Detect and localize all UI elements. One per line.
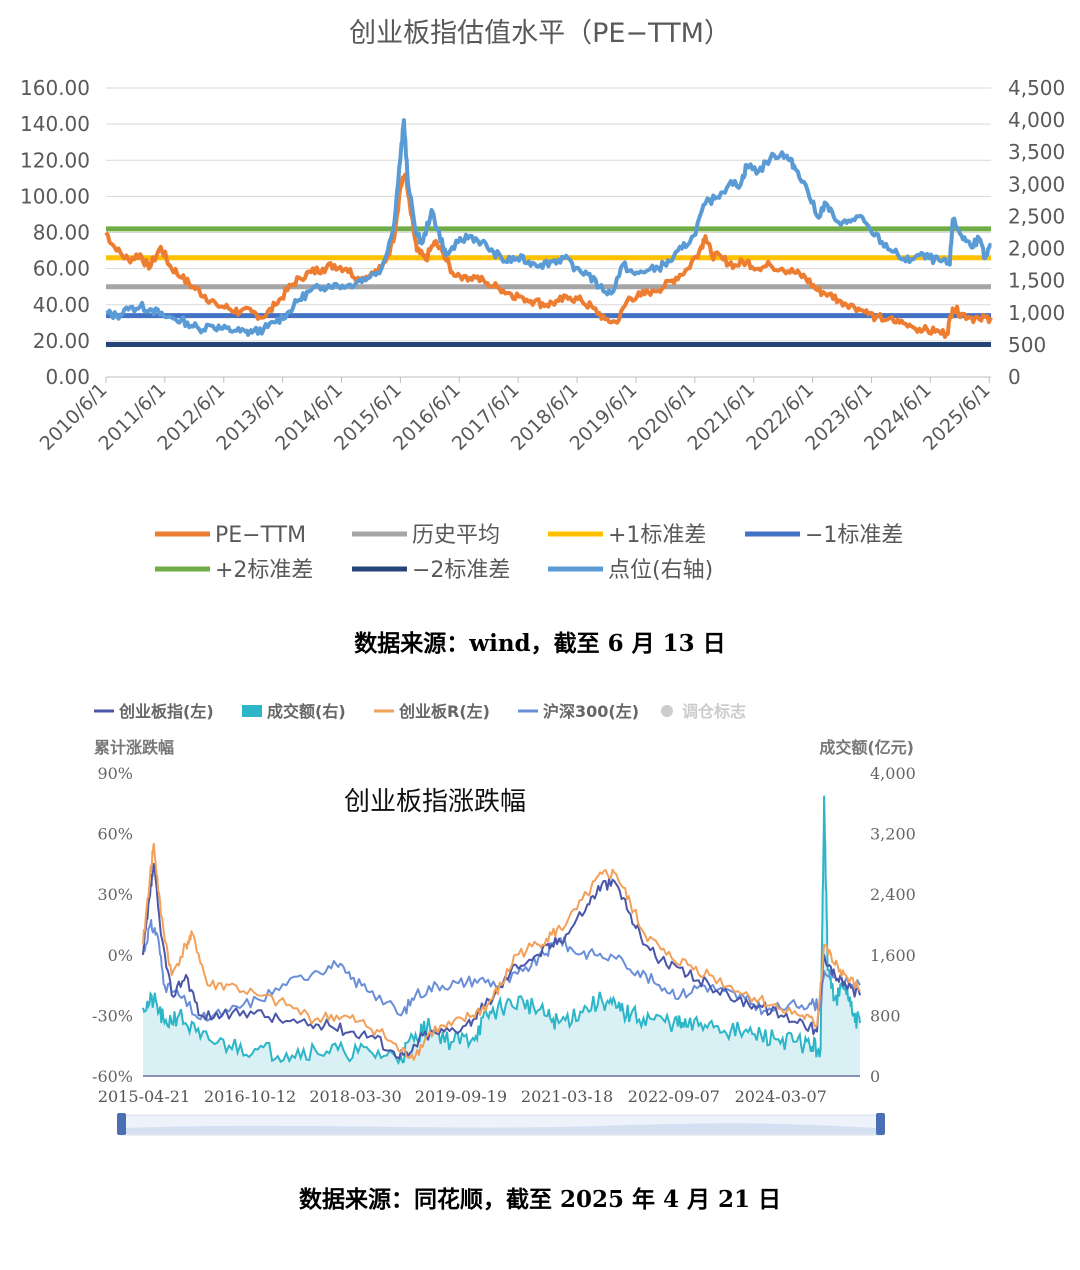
legend-item[interactable]: 创业板指(左) [94, 702, 214, 721]
y-left-tick: 160.00 [20, 76, 90, 100]
y-right-tick: 2,400 [870, 885, 916, 904]
y-left-tick: -60% [92, 1067, 133, 1086]
y-left-tick: 30% [97, 885, 133, 904]
legend-label: −2标准差 [412, 558, 510, 583]
y-right-title: 成交额(亿元) [819, 738, 914, 757]
range-slider-preview [125, 1123, 877, 1134]
legend-swatch [661, 705, 673, 717]
series-line-index [105, 118, 992, 337]
legend-label: 创业板R(左) [398, 702, 490, 721]
y-right-tick: 3,000 [1008, 172, 1065, 196]
series-line-volume [142, 795, 861, 1066]
legend-label: 沪深300(左) [543, 702, 639, 721]
legend-label: +1标准差 [608, 523, 706, 548]
x-tick-label: 2021-03-18 [521, 1087, 613, 1106]
legend-label: 历史平均 [412, 523, 500, 548]
y-left-tick: 90% [97, 764, 133, 783]
legend-item: PE−TTM [155, 523, 306, 548]
y-right-tick: 2,500 [1008, 204, 1065, 228]
y-right-tick: 0 [1008, 365, 1021, 389]
series-line-pe-ttm [104, 172, 993, 339]
pe-valuation-chart: 创业板指估值水平（PE−TTM） 0.00 20.00 40.00 60.00 80.00… [20, 18, 1065, 583]
y-right-tick: 3,500 [1008, 140, 1065, 164]
legend-item: −2标准差 [352, 558, 510, 583]
x-tick-label: 2016-10-12 [204, 1087, 296, 1106]
legend-item[interactable]: 成交额(右) [242, 702, 346, 721]
y-right-tick: 800 [870, 1006, 901, 1025]
y-left-tick: 20.00 [33, 329, 90, 353]
range-slider-handle-left[interactable] [117, 1113, 126, 1135]
legend-item[interactable]: 创业板R(左) [374, 702, 490, 721]
y-left-tick: 140.00 [20, 112, 90, 136]
y-left-tick: -30% [92, 1006, 133, 1025]
chart-title: 创业板指涨跌幅 [344, 787, 526, 817]
y-right-tick: 4,000 [870, 764, 916, 783]
legend-label: −1标准差 [805, 523, 903, 548]
series-line [142, 919, 861, 1022]
y-right-tick: 4,000 [1008, 108, 1065, 132]
x-tick-label: 2024-03-07 [735, 1087, 827, 1106]
legend-item: 历史平均 [352, 523, 500, 548]
y-left-tick: 80.00 [33, 221, 90, 245]
y-right-tick: 1,600 [870, 946, 916, 965]
x-tick-label: 2015-04-21 [98, 1087, 190, 1106]
y-left-tick: 0.00 [45, 365, 90, 389]
y-right-tick: 1,500 [1008, 269, 1065, 293]
range-slider-handle-right[interactable] [876, 1113, 885, 1135]
source-note-top: 数据来源：wind，截至 6 月 13 日 [354, 630, 726, 657]
legend-label: +2标准差 [215, 558, 313, 583]
y-right-tick: 3,200 [870, 825, 916, 844]
y-left-tick: 40.00 [33, 293, 90, 317]
legend-label: 成交额(右) [267, 702, 346, 721]
legend-item[interactable]: 调仓标志 [661, 702, 746, 721]
legend-label: PE−TTM [215, 523, 306, 548]
volume-area [143, 795, 860, 1076]
series-line [142, 842, 861, 1061]
x-tick-label: 2018-03-30 [309, 1087, 401, 1106]
y-right-tick: 0 [870, 1067, 880, 1086]
x-tick-label: 2019-09-19 [415, 1087, 507, 1106]
y-right-tick: 1,000 [1008, 301, 1065, 325]
legend-item: +2标准差 [155, 558, 313, 583]
legend-item[interactable]: 沪深300(左) [518, 702, 639, 721]
y-left-tick: 0% [108, 946, 133, 965]
y-right-tick: 500 [1008, 333, 1046, 357]
y-left-tick: 60% [97, 825, 133, 844]
x-tick-label: 2022-09-07 [628, 1087, 720, 1106]
legend-item: −1标准差 [745, 523, 903, 548]
y-right-tick: 4,500 [1008, 76, 1065, 100]
legend-item: 点位(右轴) [548, 558, 713, 583]
legend-label: 点位(右轴) [608, 558, 713, 583]
y-right-tick: 2,000 [1008, 237, 1065, 261]
legend-label: 调仓标志 [682, 702, 746, 721]
source-note-bottom: 数据来源：同花顺，截至 2025 年 4 月 21 日 [298, 1186, 782, 1213]
y-left-tick: 100.00 [20, 184, 90, 208]
chart-title: 创业板指估值水平（PE−TTM） [349, 18, 731, 49]
y-left-tick: 120.00 [20, 148, 90, 172]
legend-label: 创业板指(左) [118, 702, 214, 721]
legend-swatch [242, 705, 262, 717]
y-left-title: 累计涨跌幅 [94, 738, 174, 757]
legend-item: +1标准差 [548, 523, 706, 548]
y-left-tick: 60.00 [33, 257, 90, 281]
